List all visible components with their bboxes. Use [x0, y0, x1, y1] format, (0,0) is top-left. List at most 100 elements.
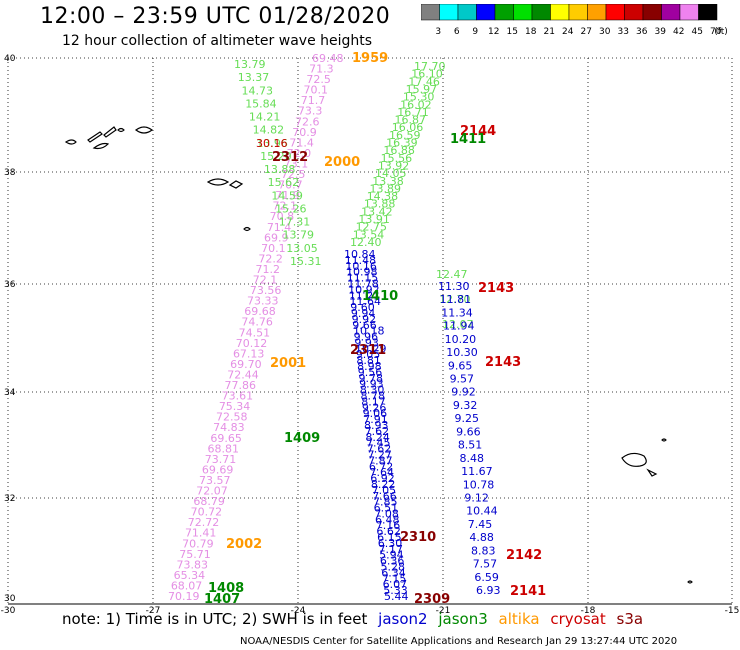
swh-value: 4.88	[469, 531, 494, 544]
legend-altika: altika	[498, 610, 540, 628]
swh-value: 6.30	[378, 537, 403, 550]
swh-value: 7.27	[367, 448, 392, 461]
swh-value: 7.15	[382, 572, 407, 585]
pass-number-label: 1407	[204, 592, 240, 607]
swh-value: 14.05	[375, 167, 407, 180]
swh-value: 9.96	[354, 331, 379, 344]
swh-value: 69.68	[244, 305, 276, 318]
swh-value: 9.12	[464, 491, 489, 504]
swh-value: 10.30	[446, 346, 478, 359]
swh-value: 7.64	[370, 466, 395, 479]
lat-tick-label: 30	[4, 594, 16, 604]
swh-value: 69.69	[202, 463, 234, 476]
swh-value: 8.93	[364, 419, 389, 432]
swh-value: 9.06	[363, 407, 388, 420]
swh-value: 11.48	[345, 254, 377, 267]
swh-value: 70.19	[168, 590, 200, 603]
swh-value: 14.38	[367, 190, 399, 203]
lon-tick-label: -30	[1, 606, 16, 616]
swh-value: 11.21	[349, 289, 381, 302]
pass-number-label: 2143	[478, 281, 514, 296]
swh-value: 15.31	[290, 255, 322, 268]
swh-value: 75.71	[179, 548, 211, 561]
swh-value: 17.46	[408, 75, 440, 88]
lon-tick-label: -27	[146, 606, 161, 616]
swh-value: 13.42	[361, 205, 393, 218]
pass-number-label: 1408	[208, 581, 244, 596]
pass-number-label: 2142	[506, 548, 542, 563]
swh-value: 67.13	[233, 347, 264, 360]
swh-value: 71.41	[185, 527, 217, 540]
island-outline	[661, 438, 667, 442]
scale-label: 36	[636, 27, 648, 37]
swh-value: 12.47	[436, 268, 468, 281]
swh-value: 70.1	[261, 242, 286, 255]
note-text: note: 1) Time is in UTC; 2) SWH is in fe…	[62, 610, 368, 628]
swh-value: 9.60	[350, 301, 375, 314]
swh-value: 6.48	[375, 513, 400, 526]
swh-value: 8.30	[360, 384, 385, 397]
swh-value: 5.28	[381, 561, 406, 574]
swh-value: 16.88	[383, 144, 415, 157]
swh-value: 6.07	[383, 578, 408, 591]
swh-value: 74.51	[239, 326, 271, 339]
swh-value: 11.81	[440, 293, 472, 306]
swh-value: 69.65	[210, 432, 242, 445]
swh-value: 7.05	[372, 484, 397, 497]
swh-value: 7.91	[363, 413, 388, 426]
swh-value: 69.70	[230, 358, 262, 371]
swh-value: 73.57	[199, 474, 231, 487]
swh-value: 11.67	[461, 465, 493, 478]
color-scale-legend: 3 6 9 12 15 18 21 24 27 30 33 36 39 42 45 70(ft)	[421, 4, 728, 37]
swh-value: 11.94	[443, 320, 475, 333]
swh-value: 68.79	[193, 495, 225, 508]
island-outline	[87, 131, 103, 143]
swh-value: 11.78	[347, 277, 379, 290]
swh-value: 13.79	[283, 229, 315, 242]
swh-value: 9.94	[351, 307, 376, 320]
swh-value: 13.88	[364, 198, 396, 211]
legend-s3a: s3a	[616, 610, 644, 628]
swh-value: 8.81	[356, 354, 381, 367]
island-outline	[134, 126, 154, 134]
swh-value: 10.92	[348, 283, 380, 296]
swh-value: 70.1	[304, 84, 329, 97]
swh-value: 9.66	[456, 425, 481, 438]
swh-value: 13.38	[372, 175, 404, 188]
swh-value: 72.07	[196, 485, 228, 498]
swh-value: 7.16	[376, 519, 401, 532]
swh-value: 13.54	[353, 228, 385, 241]
scale-label: 30	[599, 27, 611, 37]
swh-value: 8.83	[471, 544, 496, 557]
swh-value: 11.64	[350, 295, 382, 308]
swh-value: 9.92	[352, 313, 377, 326]
swh-value: 10.44	[466, 505, 498, 518]
swh-value: 6.36	[380, 555, 405, 568]
swh-value: 70.12	[236, 337, 268, 350]
swh-value: 15.97	[406, 83, 438, 96]
swh-value: 15.26	[275, 202, 307, 215]
scale-label: 33	[618, 27, 629, 37]
swh-value: 71.9	[275, 189, 300, 202]
swh-value: 70.8	[270, 210, 295, 223]
swh-value: 9.65	[448, 359, 473, 372]
swh-value: 7.87	[368, 454, 393, 467]
swh-value: 15.62	[268, 176, 300, 189]
swh-value: 5.44	[384, 590, 409, 603]
swh-value: 8.22	[371, 478, 396, 491]
swh-value: 6.92	[370, 472, 395, 485]
lat-tick-label: 36	[4, 280, 16, 290]
swh-value: 71.2	[256, 263, 281, 276]
swh-value: 10.16	[345, 260, 377, 273]
swh-value: 68.81	[208, 442, 240, 455]
swh-value: 6.72	[369, 460, 394, 473]
swh-value: 71.7	[301, 94, 326, 107]
legend-cryosat: cryosat	[550, 610, 606, 628]
scale-label: 39	[655, 27, 667, 37]
lat-tick-label: 40	[4, 54, 16, 64]
swh-value: 14.82	[253, 124, 285, 137]
swh-value: 6.62	[376, 525, 401, 538]
swh-value: 73.56	[250, 284, 282, 297]
swh-value: 7.62	[367, 443, 392, 456]
island-outline	[117, 127, 125, 133]
